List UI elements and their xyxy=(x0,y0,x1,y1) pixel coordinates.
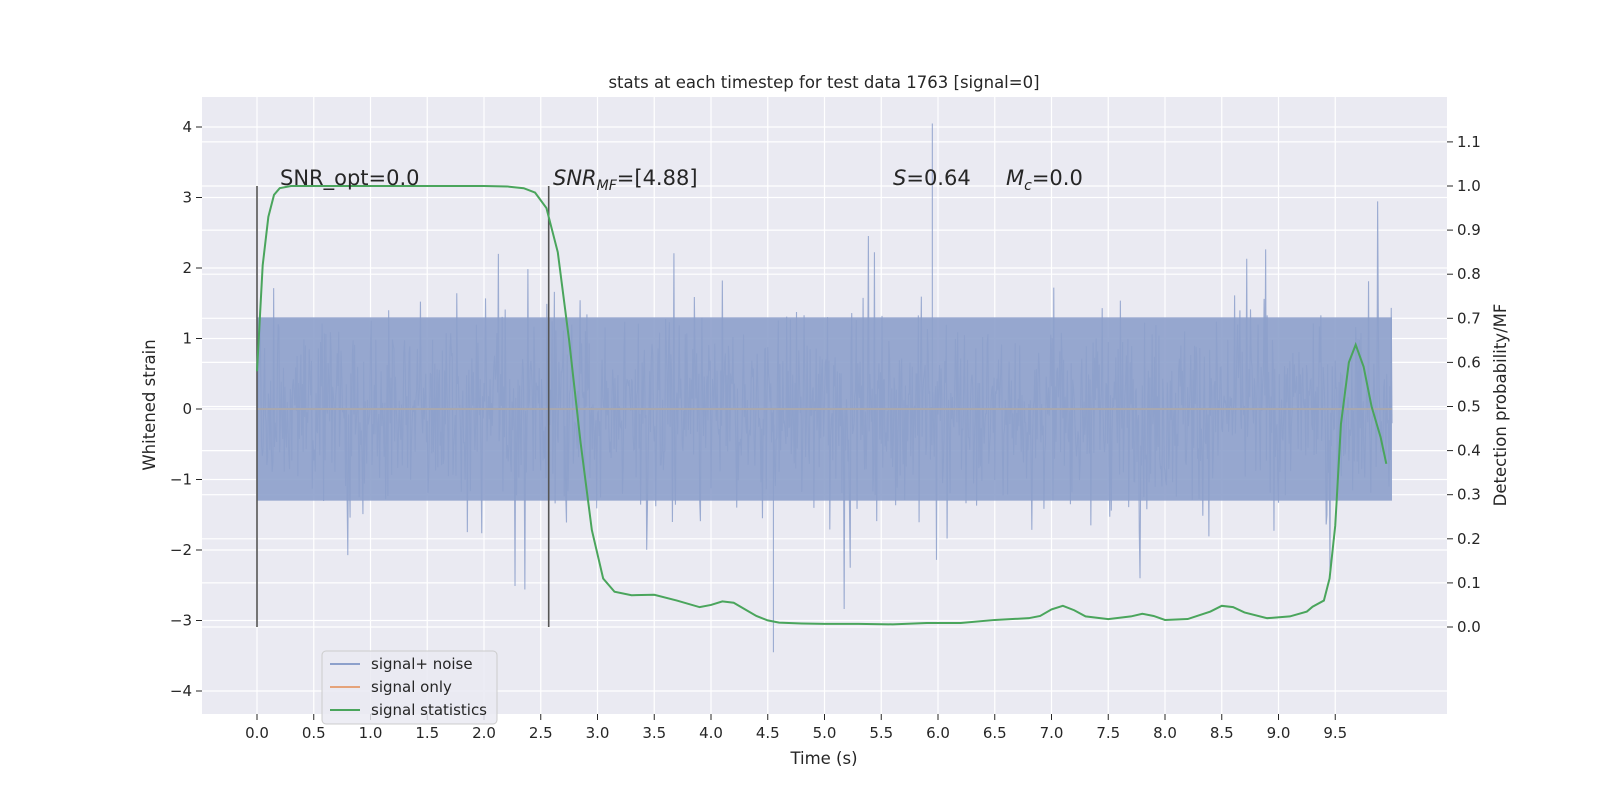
x-tick-label: 9.5 xyxy=(1323,724,1347,742)
right-y-axis-ticks: 1.1 1.0 0.9 0.8 0.7 0.6 0.5 0.4 0.3 0.2 0.1 0.0 xyxy=(1447,133,1481,636)
right-y-tick-label: 0.3 xyxy=(1457,486,1481,504)
y-tick-label: 4 xyxy=(182,118,192,136)
y-axis-label: Whitened strain xyxy=(140,339,159,470)
x-tick-label: 3.0 xyxy=(586,724,610,742)
right-y-tick-label: 0.6 xyxy=(1457,353,1481,371)
x-tick-label: 8.5 xyxy=(1210,724,1234,742)
y-tick-label: 1 xyxy=(182,330,192,348)
legend-label-signal-statistics: signal statistics xyxy=(371,701,487,719)
x-tick-label: 5.0 xyxy=(813,724,837,742)
x-tick-label: 0.5 xyxy=(302,724,326,742)
right-y-tick-label: 1.0 xyxy=(1457,177,1481,195)
x-tick-label: 7.0 xyxy=(1040,724,1064,742)
x-tick-label: 8.0 xyxy=(1153,724,1177,742)
legend-box xyxy=(321,650,498,725)
chart-title: stats at each timestep for test data 176… xyxy=(608,73,1039,92)
x-tick-label: 6.0 xyxy=(926,724,950,742)
y-axis-ticks: 4 3 2 1 0 −1 −2 −3 −4 xyxy=(170,118,202,700)
y-tick-label: −1 xyxy=(170,471,192,489)
x-tick-label: 4.5 xyxy=(756,724,780,742)
x-tick-label: 3.5 xyxy=(642,724,666,742)
right-y-tick-label: 0.5 xyxy=(1457,398,1481,416)
x-tick-label: 9.0 xyxy=(1267,724,1291,742)
x-axis-label: Time (s) xyxy=(789,749,857,768)
x-tick-label: 7.5 xyxy=(1096,724,1120,742)
x-tick-label: 2.0 xyxy=(472,724,496,742)
right-y-tick-label: 0.1 xyxy=(1457,574,1481,592)
x-tick-label: 2.5 xyxy=(529,724,553,742)
annotation-s: S=0.64 xyxy=(893,166,971,190)
y-tick-label: 2 xyxy=(182,259,192,277)
legend-label-signal-noise: signal+ noise xyxy=(371,655,473,673)
signal-statistics-series xyxy=(256,185,1388,626)
y-tick-label: −2 xyxy=(170,541,192,559)
right-y-tick-label: 1.1 xyxy=(1457,133,1481,151)
legend: signal+ noise signal only signal statist… xyxy=(321,650,498,725)
y-tick-label: −4 xyxy=(170,682,192,700)
right-y-tick-label: 0.9 xyxy=(1457,221,1481,239)
signal-statistics-line xyxy=(256,185,1388,626)
y-tick-label: 0 xyxy=(182,400,192,418)
right-y-tick-label: 0.7 xyxy=(1457,309,1481,327)
x-tick-label: 1.5 xyxy=(415,724,439,742)
right-y-tick-label: 0.2 xyxy=(1457,530,1481,548)
annotation-snr-mf: SNRMF=[4.88] xyxy=(553,166,698,194)
x-tick-label: 1.0 xyxy=(359,724,383,742)
y-tick-label: 3 xyxy=(182,189,192,207)
right-y-tick-label: 0.4 xyxy=(1457,442,1481,460)
x-tick-label: 4.0 xyxy=(699,724,723,742)
right-y-tick-label: 0.8 xyxy=(1457,265,1481,283)
x-tick-label: 0.0 xyxy=(245,724,269,742)
x-axis-ticks: 0.0 0.5 1.0 1.5 2.0 2.5 3.0 3.5 4.0 4.5 5.0 5.5 6.0 6… xyxy=(245,714,1347,742)
x-tick-label: 5.5 xyxy=(869,724,893,742)
vertical-markers xyxy=(256,186,550,627)
annotation-snr-opt: SNR_opt=0.0 xyxy=(280,166,420,191)
y-tick-label: −3 xyxy=(170,612,192,630)
right-y-axis-label: Detection probability/MF xyxy=(1491,304,1510,507)
x-tick-label: 6.5 xyxy=(983,724,1007,742)
legend-label-signal-only: signal only xyxy=(371,678,452,696)
right-y-tick-label: 0.0 xyxy=(1457,618,1481,636)
annotation-mc: Mc=0.0 xyxy=(1006,166,1083,194)
